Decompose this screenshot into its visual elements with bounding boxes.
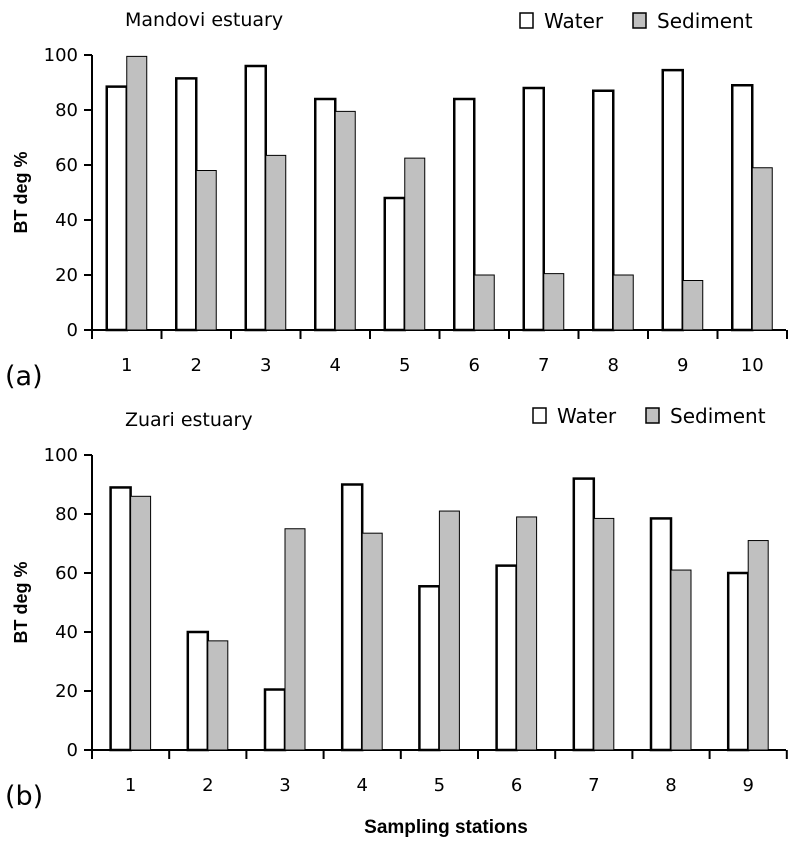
panel-label: (b)	[5, 781, 43, 812]
y-axis-label: BT deg %	[11, 561, 31, 643]
legend-label-sediment: Sediment	[670, 404, 766, 428]
bar-water-3	[263, 688, 287, 752]
legend-label-water: Water	[544, 9, 604, 33]
x-tick-label: 5	[434, 775, 445, 796]
x-tick-label: 2	[202, 775, 213, 796]
y-tick-label: 40	[55, 210, 78, 231]
x-tick-label: 8	[608, 355, 619, 376]
legend-swatch-sediment	[632, 12, 647, 29]
x-tick-label: 9	[677, 355, 688, 376]
y-tick-label: 20	[55, 265, 78, 286]
bar-water-9	[726, 571, 750, 752]
bar-sediment-2	[195, 170, 217, 331]
y-tick-label: 60	[55, 155, 78, 176]
bar-water-7	[572, 477, 596, 752]
chart-title: Mandovi estuary	[125, 9, 283, 31]
x-tick-label: 1	[125, 775, 136, 796]
panel-label: (a)	[5, 361, 43, 392]
bar-water-2	[175, 77, 198, 332]
bar-water-8	[649, 517, 673, 752]
bar-water-6	[495, 564, 518, 752]
bar-sediment-2	[207, 640, 229, 751]
x-tick-label: 3	[279, 775, 290, 796]
x-tick-label: 3	[260, 355, 271, 376]
y-axis-label: BT deg %	[11, 151, 31, 233]
bar-sediment-5	[438, 510, 460, 751]
bar-sediment-10	[751, 167, 773, 331]
bar-water-5	[418, 585, 441, 752]
x-tick-label: 4	[356, 775, 367, 796]
bar-water-1	[105, 85, 128, 332]
bar-water-4	[314, 97, 337, 332]
bar-sediment-6	[516, 516, 538, 751]
x-tick-label: 4	[330, 355, 341, 376]
legend-swatch-water	[532, 407, 547, 424]
bar-sediment-4	[334, 110, 356, 331]
bar-sediment-1	[126, 55, 148, 331]
chart-title: Zuari estuary	[125, 409, 253, 431]
bar-sediment-6	[473, 274, 495, 331]
x-tick-label: 7	[538, 355, 549, 376]
x-axis-label: Sampling stations	[364, 817, 528, 838]
bar-water-8	[592, 89, 615, 332]
bar-sediment-9	[747, 540, 769, 751]
bar-water-10	[731, 84, 754, 332]
y-tick-label: 40	[55, 622, 78, 643]
y-tick-label: 60	[55, 563, 78, 584]
x-tick-label: 9	[742, 775, 753, 796]
bar-sediment-3	[265, 154, 287, 331]
bar-sediment-7	[543, 273, 565, 331]
bar-water-2	[186, 630, 210, 752]
legend-label-sediment: Sediment	[657, 9, 753, 33]
legend-swatch-water	[519, 12, 534, 29]
bar-sediment-3	[284, 528, 306, 751]
bar-water-9	[661, 68, 684, 332]
bar-water-7	[522, 86, 545, 332]
y-tick-label: 80	[55, 504, 78, 525]
x-tick-label: 6	[511, 775, 522, 796]
bar-sediment-5	[404, 157, 426, 331]
bar-water-5	[383, 196, 406, 332]
legend-swatch-sediment	[645, 407, 660, 424]
bar-water-1	[109, 486, 132, 752]
x-tick-label: 5	[399, 355, 410, 376]
y-tick-label: 100	[44, 445, 78, 466]
bar-sediment-1	[130, 495, 152, 751]
x-tick-label: 7	[588, 775, 599, 796]
bar-sediment-4	[361, 532, 383, 751]
bar-sediment-8	[670, 569, 692, 751]
bar-sediment-8	[612, 274, 634, 331]
y-tick-label: 100	[44, 45, 78, 66]
bar-sediment-7	[593, 517, 615, 751]
bar-water-6	[453, 97, 476, 332]
x-tick-label: 1	[121, 355, 132, 376]
bar-sediment-9	[682, 280, 704, 331]
legend-label-water: Water	[557, 404, 617, 428]
y-tick-label: 20	[55, 681, 78, 702]
bar-water-3	[244, 64, 267, 332]
bar-water-4	[340, 483, 364, 752]
x-tick-label: 10	[741, 355, 764, 376]
y-tick-label: 80	[55, 100, 78, 121]
x-tick-label: 8	[665, 775, 676, 796]
y-tick-label: 0	[67, 320, 78, 341]
x-tick-label: 6	[469, 355, 480, 376]
y-tick-label: 0	[67, 740, 78, 761]
x-tick-label: 2	[191, 355, 202, 376]
